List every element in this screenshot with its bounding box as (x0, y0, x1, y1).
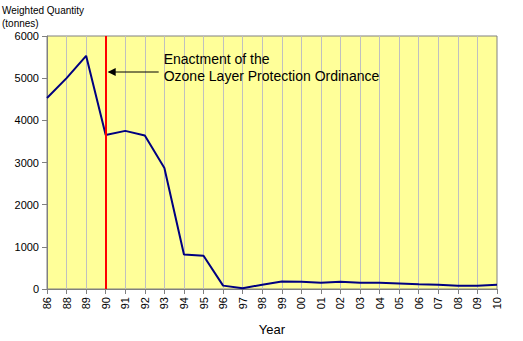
svg-text:05: 05 (393, 297, 405, 309)
svg-text:92: 92 (139, 297, 151, 309)
svg-text:2000: 2000 (15, 199, 39, 211)
svg-text:91: 91 (119, 297, 131, 309)
svg-text:Enactment of the: Enactment of the (164, 51, 270, 67)
svg-text:90: 90 (100, 297, 112, 309)
svg-text:0: 0 (33, 283, 39, 295)
svg-text:03: 03 (354, 297, 366, 309)
svg-text:Year: Year (259, 322, 286, 337)
svg-text:6000: 6000 (15, 30, 39, 42)
svg-text:99: 99 (276, 297, 288, 309)
svg-text:02: 02 (334, 297, 346, 309)
svg-text:5000: 5000 (15, 72, 39, 84)
svg-text:97: 97 (237, 297, 249, 309)
svg-text:Ozone Layer Protection Ordinan: Ozone Layer Protection Ordinance (164, 68, 380, 84)
svg-text:04: 04 (374, 297, 386, 309)
svg-text:06: 06 (413, 297, 425, 309)
svg-text:4000: 4000 (15, 114, 39, 126)
svg-text:10: 10 (491, 297, 503, 309)
svg-text:86: 86 (41, 297, 53, 309)
svg-text:00: 00 (295, 297, 307, 309)
svg-text:98: 98 (256, 297, 268, 309)
svg-text:94: 94 (178, 297, 190, 309)
svg-text:08: 08 (452, 297, 464, 309)
svg-text:Weighted Quantity: Weighted Quantity (2, 5, 84, 16)
svg-text:89: 89 (80, 297, 92, 309)
svg-text:96: 96 (217, 297, 229, 309)
svg-text:93: 93 (158, 297, 170, 309)
svg-text:09: 09 (471, 297, 483, 309)
svg-text:07: 07 (432, 297, 444, 309)
svg-text:3000: 3000 (15, 157, 39, 169)
svg-text:1000: 1000 (15, 241, 39, 253)
svg-text:95: 95 (198, 297, 210, 309)
svg-text:88: 88 (61, 297, 73, 309)
svg-text:(tonnes): (tonnes) (2, 18, 39, 29)
svg-text:01: 01 (315, 297, 327, 309)
